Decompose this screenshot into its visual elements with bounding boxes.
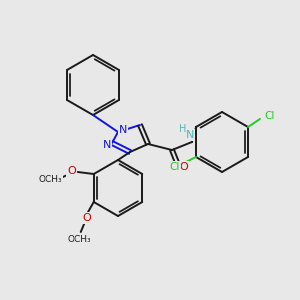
Text: Cl: Cl — [265, 111, 275, 121]
Text: Cl: Cl — [170, 162, 180, 172]
Text: N: N — [119, 125, 127, 135]
Text: O: O — [67, 166, 76, 176]
Text: N: N — [186, 130, 194, 140]
Text: N: N — [103, 140, 111, 150]
Text: OCH₃: OCH₃ — [68, 236, 92, 244]
Text: O: O — [180, 162, 188, 172]
Text: O: O — [82, 213, 91, 223]
Text: H: H — [179, 124, 187, 134]
Text: OCH₃: OCH₃ — [39, 176, 63, 184]
